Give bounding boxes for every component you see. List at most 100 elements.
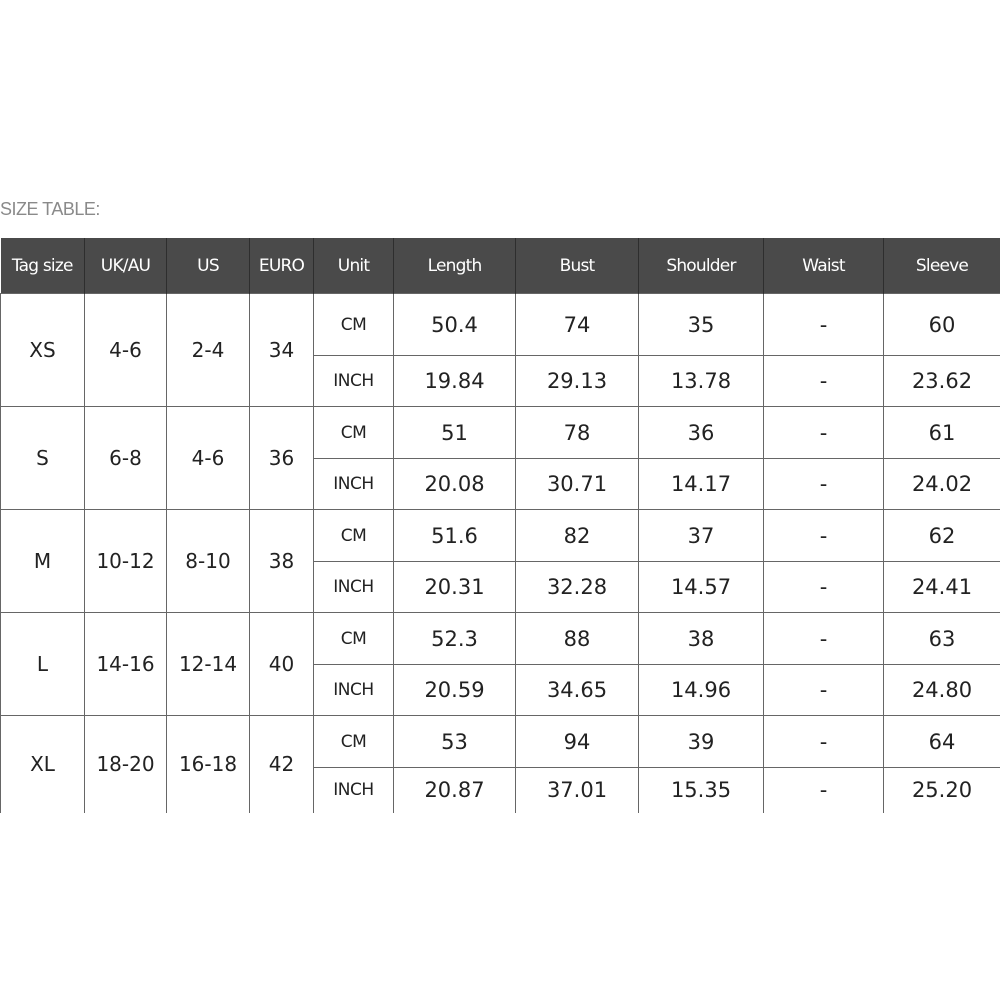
unit-cell: INCH xyxy=(313,458,394,510)
waist-cell: - xyxy=(763,355,884,407)
bust-cell: 78 xyxy=(515,406,639,459)
table-row: INCH 20.87 37.01 15.35-25.20 xyxy=(1,767,1000,813)
unit-cell: INCH xyxy=(313,664,394,716)
table-row: XL 18-20 16-18 42 CM 53 94 39-64 xyxy=(0,715,1000,813)
bust-cell: 34.65 xyxy=(515,664,639,716)
bust-cell: 37.01 xyxy=(515,767,639,813)
length-cell: 51 xyxy=(393,406,516,459)
tag-size-cell: XS xyxy=(0,293,85,407)
sleeve-cell: 61 xyxy=(883,406,1000,459)
unit-cell: INCH xyxy=(313,355,394,407)
table-row: INCH 19.84 29.13 13.78-23.62 xyxy=(1,355,1000,407)
unit-cell: CM xyxy=(313,406,394,459)
column-header-us: US xyxy=(166,238,250,294)
shoulder-cell: 38 xyxy=(638,612,764,665)
bust-cell: 88 xyxy=(515,612,639,665)
uk-au-cell: 14-16 xyxy=(84,612,167,716)
table-row: L 14-16 12-14 40 CM 52.3 88 38-63 xyxy=(0,612,1000,716)
shoulder-cell: 14.57 xyxy=(638,561,764,613)
size-table: Tag size UK/AU US EURO Unit Length Bust Shoulde… xyxy=(0,238,1000,813)
euro-cell: 42 xyxy=(249,715,314,813)
waist-cell: - xyxy=(763,406,884,459)
shoulder-cell: 39 xyxy=(638,715,764,768)
bust-cell: 82 xyxy=(515,509,639,562)
uk-au-cell: 6-8 xyxy=(84,406,167,510)
tag-size-cell: XL xyxy=(0,715,85,813)
table-row: INCH 20.31 32.28 14.57-24.41 xyxy=(1,561,1000,613)
sleeve-cell: 24.80 xyxy=(883,664,1000,716)
shoulder-cell: 14.17 xyxy=(638,458,764,510)
us-cell: 16-18 xyxy=(166,715,250,813)
waist-cell: - xyxy=(763,715,884,768)
column-header-length: Length xyxy=(393,238,516,294)
sleeve-cell: 23.62 xyxy=(883,355,1000,407)
sleeve-cell: 25.20 xyxy=(883,767,1000,813)
length-cell: 20.87 xyxy=(393,767,516,813)
column-header-euro: EURO xyxy=(249,238,314,294)
length-cell: 51.6 xyxy=(393,509,516,562)
unit-cell: CM xyxy=(313,293,394,356)
column-header-shoulder: Shoulder xyxy=(638,238,764,294)
unit-cell: CM xyxy=(313,509,394,562)
header-row: Tag size UK/AU US EURO Unit Length Bust Shoulde… xyxy=(0,238,1000,294)
column-header-uk-au: UK/AU xyxy=(84,238,167,294)
bust-cell: 74 xyxy=(515,293,639,356)
sleeve-cell: 60 xyxy=(883,293,1000,356)
length-cell: 20.59 xyxy=(393,664,516,716)
unit-cell: INCH xyxy=(313,561,394,613)
length-cell: 20.08 xyxy=(393,458,516,510)
shoulder-cell: 36 xyxy=(638,406,764,459)
tag-size-cell: S xyxy=(0,406,85,510)
sleeve-cell: 63 xyxy=(883,612,1000,665)
shoulder-cell: 13.78 xyxy=(638,355,764,407)
unit-cell: CM xyxy=(313,612,394,665)
bust-cell: 30.71 xyxy=(515,458,639,510)
unit-cell: CM xyxy=(313,715,394,768)
waist-cell: - xyxy=(763,293,884,356)
waist-cell: - xyxy=(763,664,884,716)
tag-size-cell: M xyxy=(0,509,85,613)
tag-size-cell: L xyxy=(0,612,85,716)
unit-cell: INCH xyxy=(313,767,394,813)
uk-au-cell: 4-6 xyxy=(84,293,167,407)
size-table-title: SIZE TABLE: xyxy=(0,199,100,219)
sleeve-cell: 24.02 xyxy=(883,458,1000,510)
waist-cell: - xyxy=(763,509,884,562)
table-row: INCH 20.59 34.65 14.96-24.80 xyxy=(1,664,1000,716)
table-row: S 6-8 4-6 36 CM 51 78 36-61 xyxy=(0,406,1000,510)
length-cell: 53 xyxy=(393,715,516,768)
table-row: M 10-12 8-10 38 CM 51.6 82 37-62 xyxy=(0,509,1000,613)
shoulder-cell: 35 xyxy=(638,293,764,356)
column-header-bust: Bust xyxy=(515,238,639,294)
bust-cell: 32.28 xyxy=(515,561,639,613)
euro-cell: 34 xyxy=(249,293,314,407)
us-cell: 2-4 xyxy=(166,293,250,407)
length-cell: 52.3 xyxy=(393,612,516,665)
shoulder-cell: 37 xyxy=(638,509,764,562)
table-row: INCH 20.08 30.71 14.17-24.02 xyxy=(1,458,1000,510)
sleeve-cell: 64 xyxy=(883,715,1000,768)
sleeve-cell: 62 xyxy=(883,509,1000,562)
length-cell: 50.4 xyxy=(393,293,516,356)
shoulder-cell: 15.35 xyxy=(638,767,764,813)
euro-cell: 38 xyxy=(249,509,314,613)
waist-cell: - xyxy=(763,458,884,510)
waist-cell: - xyxy=(763,767,884,813)
bust-cell: 29.13 xyxy=(515,355,639,407)
waist-cell: - xyxy=(763,561,884,613)
length-cell: 19.84 xyxy=(393,355,516,407)
bust-cell: 94 xyxy=(515,715,639,768)
waist-cell: - xyxy=(763,612,884,665)
euro-cell: 36 xyxy=(249,406,314,510)
length-cell: 20.31 xyxy=(393,561,516,613)
shoulder-cell: 14.96 xyxy=(638,664,764,716)
column-header-unit: Unit xyxy=(313,238,394,294)
euro-cell: 40 xyxy=(249,612,314,716)
column-header-waist: Waist xyxy=(763,238,884,294)
us-cell: 12-14 xyxy=(166,612,250,716)
uk-au-cell: 18-20 xyxy=(84,715,167,813)
sleeve-cell: 24.41 xyxy=(883,561,1000,613)
column-header-sleeve: Sleeve xyxy=(883,238,1000,294)
us-cell: 8-10 xyxy=(166,509,250,613)
column-header-tag-size: Tag size xyxy=(0,238,85,294)
